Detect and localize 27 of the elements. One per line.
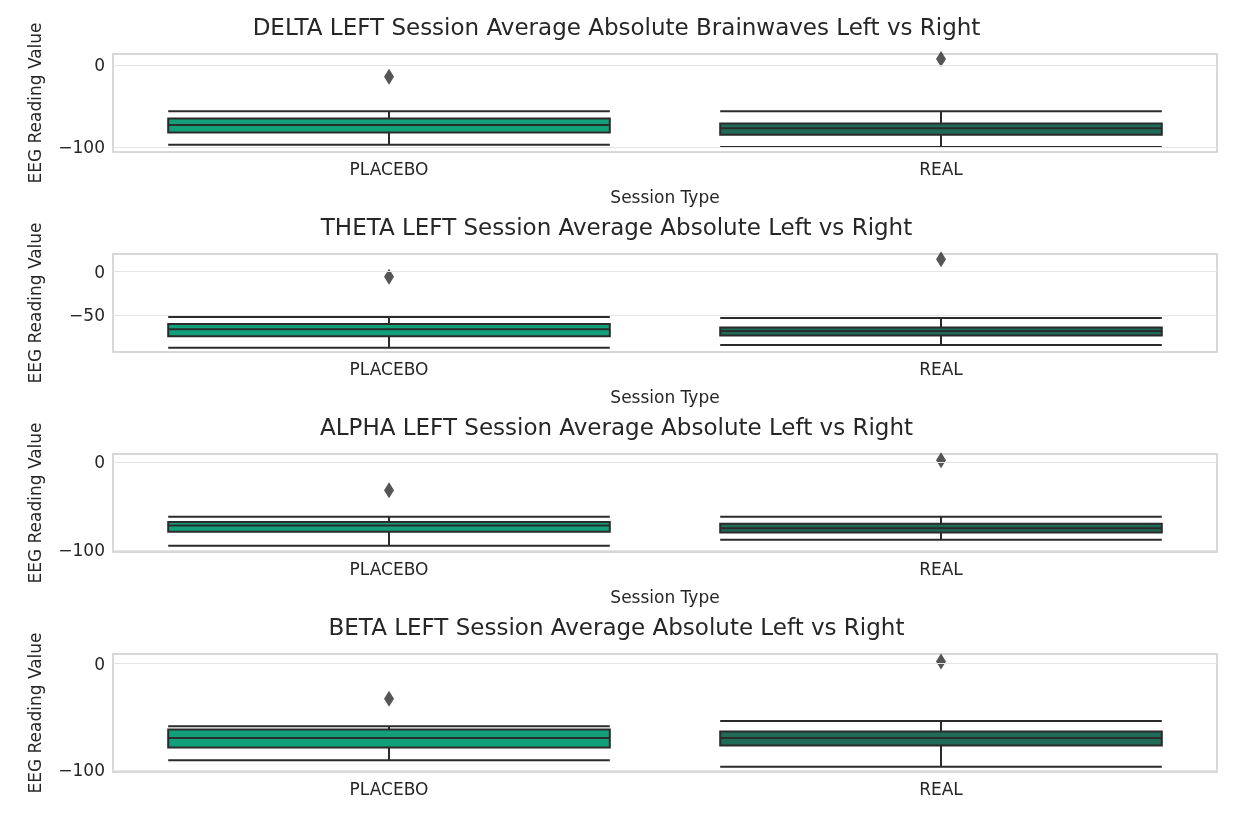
y-tick-label: −100: [58, 540, 105, 561]
x-axis-title: Session Type: [610, 386, 720, 407]
y-tick-label: 0: [94, 261, 105, 282]
x-tick-label: PLACEBO: [349, 778, 429, 799]
x-tick-label: PLACEBO: [349, 158, 429, 179]
y-tick-label: −100: [58, 759, 105, 780]
y-tick-label: −100: [58, 137, 105, 158]
x-axis-title: Session Type: [610, 186, 720, 207]
y-tick-label: 0: [94, 55, 105, 76]
chart-title: ALPHA LEFT Session Average Absolute Left vs Right: [319, 413, 914, 440]
y-axis-title: EEG Reading Value: [24, 422, 45, 584]
x-tick-label: REAL: [919, 358, 964, 379]
y-axis-title: EEG Reading Value: [24, 222, 45, 384]
y-tick-label: −50: [69, 305, 105, 326]
x-tick-label: PLACEBO: [349, 558, 429, 579]
y-tick-label: 0: [94, 451, 105, 472]
x-tick-label: REAL: [919, 778, 964, 799]
chart-title: DELTA LEFT Session Average Absolute Brainwaves Left vs Right: [252, 13, 981, 40]
x-tick-label: REAL: [919, 158, 964, 179]
y-axis-title: EEG Reading Value: [24, 632, 45, 794]
chart-title: BETA LEFT Session Average Absolute Left vs Right: [328, 613, 905, 640]
chart-title: THETA LEFT Session Average Absolute Left vs Right: [319, 213, 913, 240]
x-axis-title: Session Type: [610, 586, 720, 607]
x-tick-label: PLACEBO: [349, 358, 429, 379]
x-tick-label: REAL: [919, 558, 964, 579]
y-axis-title: EEG Reading Value: [24, 22, 45, 184]
y-tick-label: 0: [94, 653, 105, 674]
